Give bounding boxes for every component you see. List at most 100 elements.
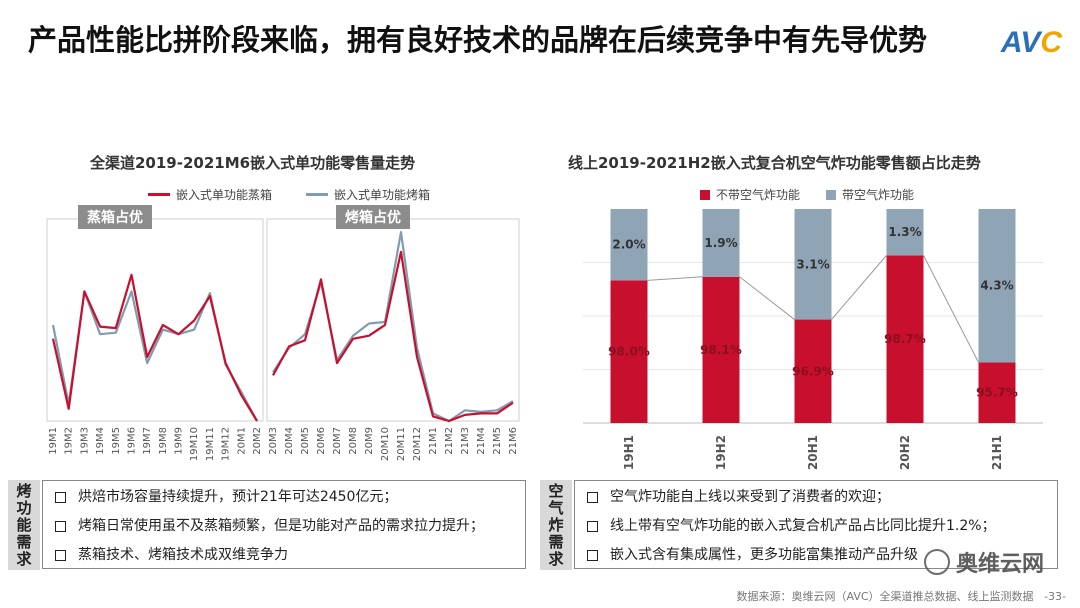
series-connector: [831, 255, 887, 320]
watermark: 奥维云网: [923, 546, 1044, 578]
checkbox-icon: [55, 521, 66, 532]
left-chart-title: 全渠道2019-2021M6嵌入式单功能零售量走势: [90, 154, 416, 172]
right-stacked-bar-chart: 98.0% 2.0% 19H1 98.1% 1.9% 19H2 96.9% 3.1% 20H1 9…: [583, 209, 1043, 470]
x-tick-label: 19M6: [127, 427, 138, 455]
x-tick-label: 20M1: [236, 427, 247, 455]
left-line-chart: 蒸箱占优 19M1 19M2 19M3 19M4 19M5 19M6 19M7 19M8 19M9…: [46, 205, 520, 461]
x-tick-label: 19M7: [142, 427, 153, 455]
legend-oven-swatch: [306, 193, 329, 196]
right-note-item: 嵌入式含有集成属性，更多功能富集推动产品升级: [587, 541, 1057, 570]
left-notes-box: 烘焙市场容量持续提升，预计21年可达2450亿元； 烤箱日常使用虽不及蒸箱频繁，…: [42, 480, 526, 569]
x-tick-label: 19M3: [79, 427, 90, 455]
bar-no-airfry: [978, 362, 1016, 423]
bar-no-airfry: [886, 255, 924, 423]
x-tick-label: 20M7: [332, 427, 343, 455]
legend-steam-swatch: [148, 193, 170, 196]
x-tick-label: 19M12: [221, 427, 232, 461]
data-label-airfry: 1.9%: [704, 236, 737, 250]
period-badge: [336, 205, 410, 229]
legend-airfry-swatch: [826, 189, 837, 200]
x-tick-label: 19H1: [622, 435, 636, 470]
x-tick-label: 21M1: [428, 427, 439, 455]
x-tick-label: 20H2: [898, 435, 912, 470]
checkbox-icon: [55, 492, 66, 503]
x-tick-label: 20M6: [316, 427, 327, 455]
x-tick-label: 21M5: [492, 427, 503, 455]
checkbox-icon: [587, 521, 598, 532]
right-notes-box: 空气炸功能自上线以来受到了消费者的欢迎； 线上带有空气炸功能的嵌入式复合机产品占…: [574, 480, 1058, 569]
x-tick-label: 21M6: [508, 427, 519, 455]
legend-steam-label: 嵌入式单功能蒸箱: [176, 188, 273, 202]
x-tick-label: 19M2: [64, 427, 75, 455]
page-title: 产品性能比拼阶段来临，拥有良好技术的品牌在后续竞争中有先导优势: [28, 23, 928, 57]
bar-airfry: [978, 209, 1016, 363]
x-tick-label: 20M4: [284, 427, 295, 455]
right-note-item: 线上带有空气炸功能的嵌入式复合机产品占比同比提升1.2%；: [587, 512, 1057, 541]
right-note-item: 空气炸功能自上线以来受到了消费者的欢迎；: [587, 483, 1057, 512]
data-label-airfry: 2.0%: [612, 238, 645, 252]
left-side-label: 烤功能需求: [8, 480, 40, 570]
x-tick-label: 20M11: [396, 427, 407, 461]
x-tick-label: 19M5: [111, 427, 122, 455]
right-chart-title: 线上2019-2021H2嵌入式复合机空气炸功能零售额占比走势: [568, 154, 981, 172]
left-note-item: 烘焙市场容量持续提升，预计21年可达2450亿元；: [55, 483, 525, 512]
x-tick-label: 20M3: [268, 427, 279, 455]
right-legend: 不带空气炸功能 带空气炸功能: [700, 186, 914, 203]
data-label-airfry: 4.3%: [980, 279, 1013, 293]
right-side-label: 空气炸需求: [540, 480, 572, 570]
data-label-no-airfry: 95.7%: [976, 386, 1018, 400]
series-connector: [923, 255, 979, 363]
series-connector: [739, 276, 795, 320]
x-tick-label: 21M3: [460, 427, 471, 455]
data-label-airfry: 3.1%: [796, 257, 829, 271]
x-tick-label: 21M2: [444, 427, 455, 455]
x-tick-label: 21H1: [990, 435, 1004, 470]
data-label-no-airfry: 98.0%: [608, 345, 650, 359]
x-tick-label: 19M8: [158, 427, 169, 455]
left-legend: 嵌入式单功能蒸箱 嵌入式单功能烤箱: [148, 186, 430, 203]
bar-no-airfry: [794, 319, 832, 423]
x-tick-label: 19M1: [48, 427, 59, 455]
bar-no-airfry: [702, 276, 740, 423]
x-tick-label: 20M8: [348, 427, 359, 455]
series-line-steam-oven: [272, 250, 514, 423]
data-label-airfry: 1.3%: [888, 225, 921, 239]
x-tick-label: 21M4: [476, 427, 487, 455]
series-line-oven: [51, 290, 258, 422]
bar-airfry: [610, 209, 648, 281]
x-tick-label: 19M4: [95, 427, 106, 455]
bar-airfry: [886, 209, 924, 256]
legend-no-airfry-label: 不带空气炸功能: [716, 188, 801, 202]
source-note: 数据来源：奥维云网（AVC）全渠道推总数据、线上监测数据 -33-: [736, 590, 1066, 603]
wechat-icon: [923, 549, 950, 575]
x-tick-label: 20M10: [380, 427, 391, 461]
checkbox-icon: [587, 550, 598, 561]
data-label-no-airfry: 98.7%: [884, 332, 926, 346]
period-badge-label: 烤箱占优: [345, 209, 401, 226]
legend-no-airfry-swatch: [700, 189, 710, 200]
x-tick-label: 20M12: [412, 427, 423, 461]
x-tick-label: 20M9: [364, 427, 375, 455]
x-tick-label: 20M2: [252, 427, 263, 455]
legend-oven-label: 嵌入式单功能烤箱: [334, 188, 431, 202]
series-line-steam-oven: [51, 273, 258, 422]
period-badge-label: 蒸箱占优: [87, 209, 143, 226]
period-frame: [266, 218, 520, 422]
page-number: -33-: [1044, 590, 1066, 603]
bar-airfry: [702, 209, 740, 277]
series-connector: [647, 276, 703, 281]
x-tick-label: 19M11: [205, 427, 216, 461]
x-tick-label: 19M9: [174, 427, 185, 455]
checkbox-icon: [55, 550, 66, 561]
period-frame: [46, 218, 264, 422]
x-tick-label: 20M5: [300, 427, 311, 455]
data-label-no-airfry: 96.9%: [792, 364, 834, 378]
left-note-item: 烤箱日常使用虽不及蒸箱频繁，但是功能对产品的需求拉力提升；: [55, 512, 525, 541]
data-label-no-airfry: 98.1%: [700, 343, 742, 357]
bar-no-airfry: [610, 280, 648, 423]
bar-airfry: [794, 209, 832, 320]
legend-airfry-label: 带空气炸功能: [842, 188, 915, 202]
period-badge: [78, 205, 152, 229]
x-tick-label: 19M10: [189, 427, 200, 461]
avc-logo: AVC: [1000, 26, 1062, 59]
